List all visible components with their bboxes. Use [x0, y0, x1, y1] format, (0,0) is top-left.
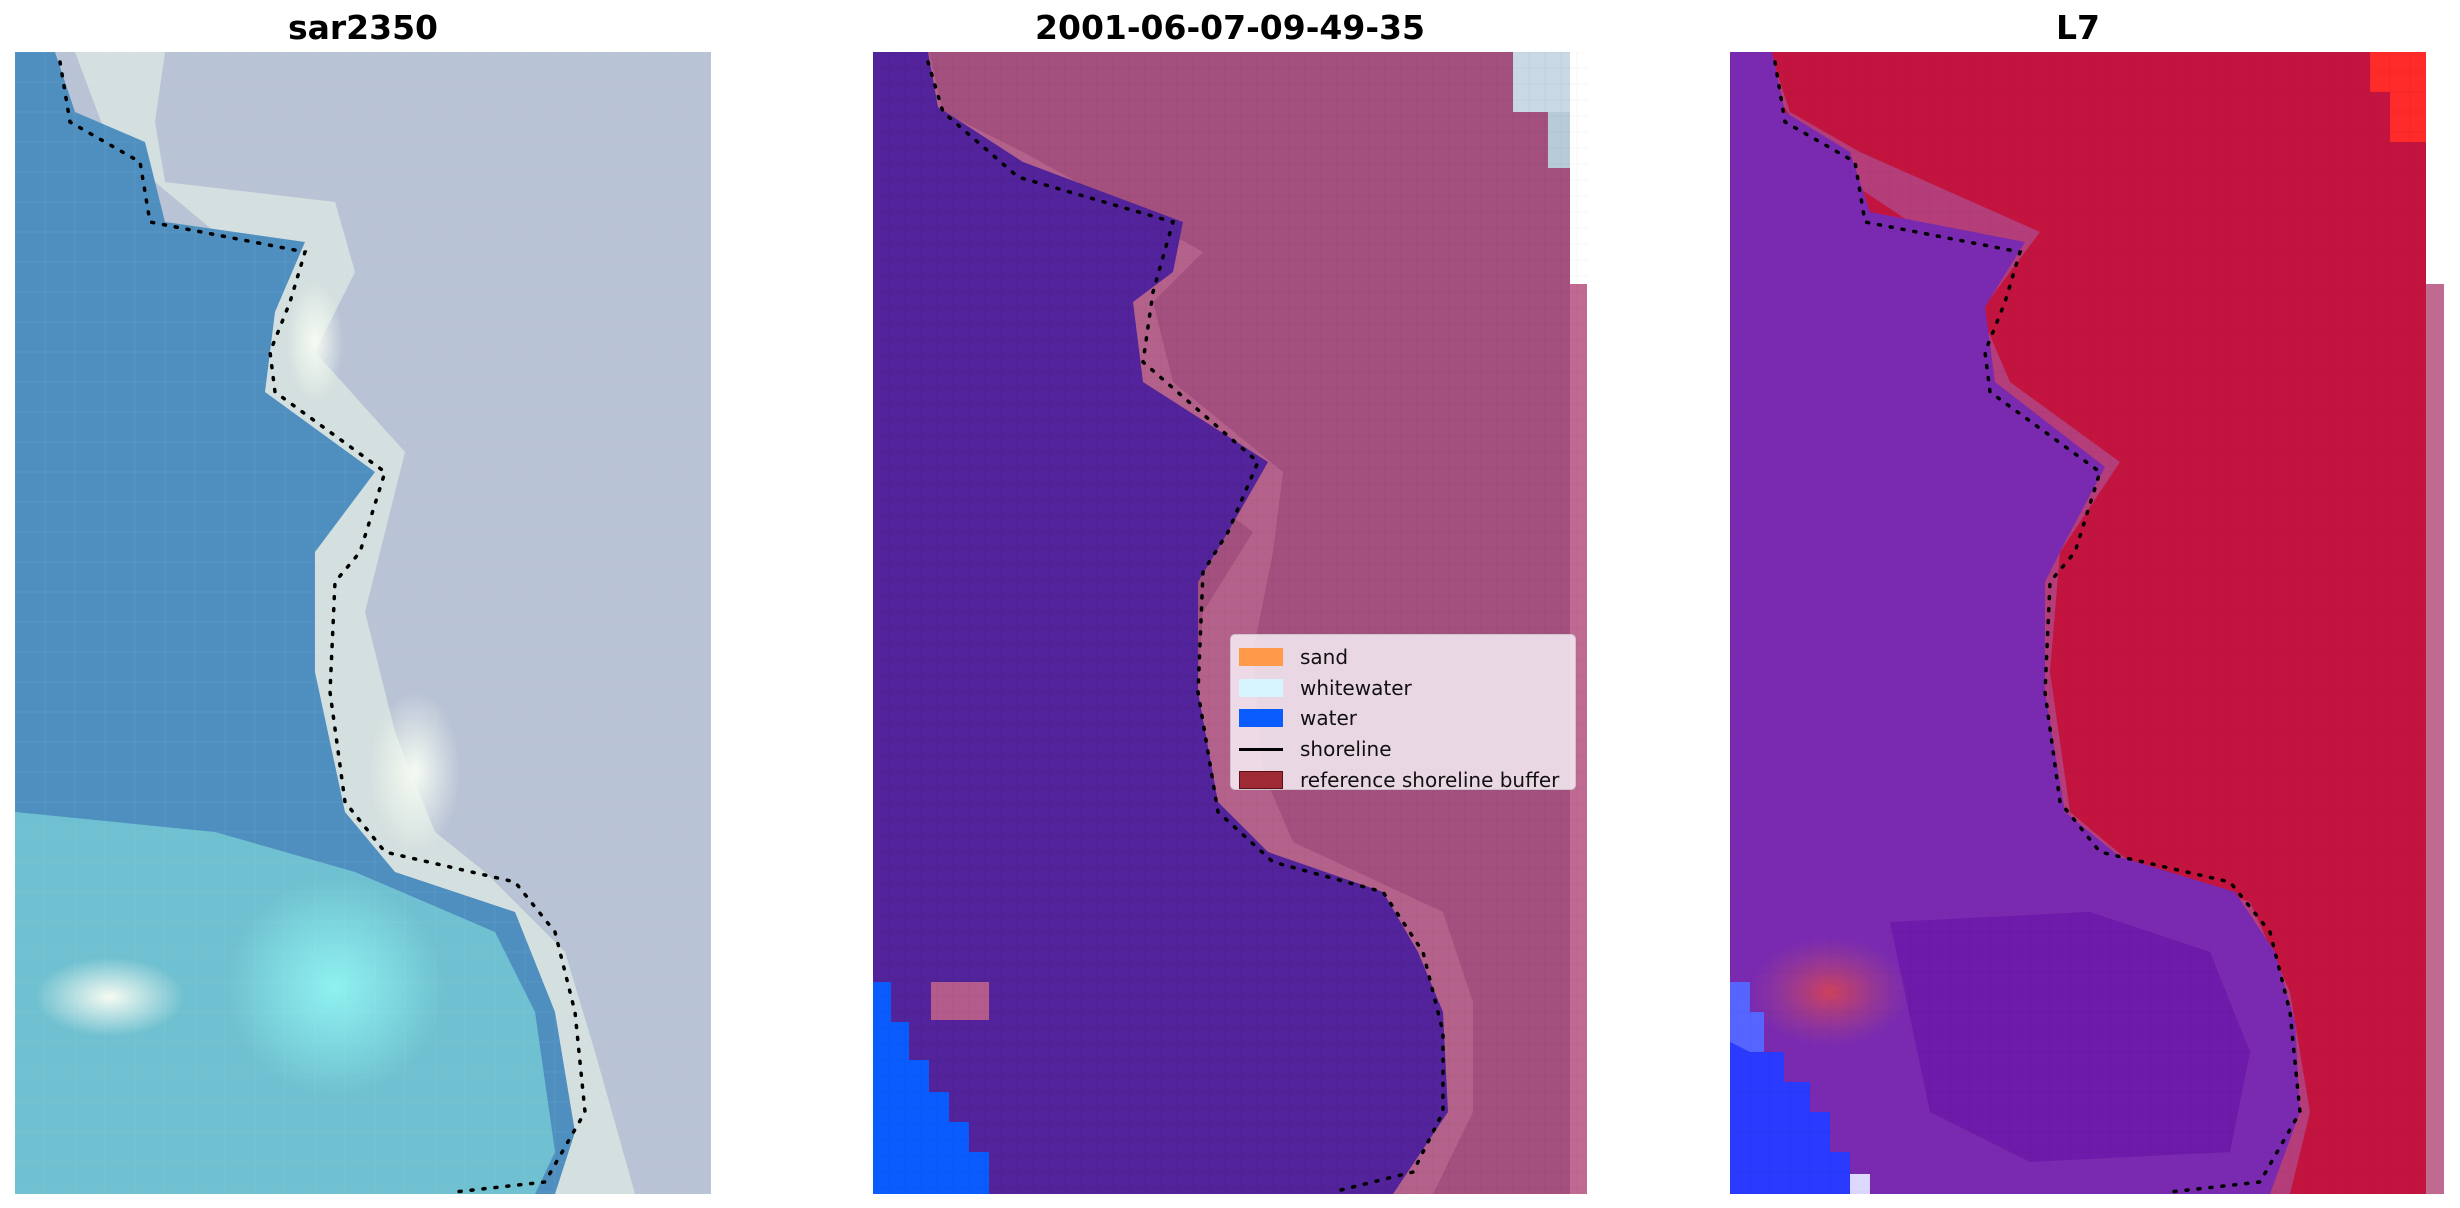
index-image-panel [1730, 52, 2426, 1194]
legend-label: shoreline [1300, 737, 1392, 762]
shoreline-dotted [58, 60, 587, 1194]
classified-image-panel [873, 52, 1587, 1194]
water-swatch [1239, 709, 1283, 728]
panel-title-rgb: sar2350 [287, 8, 439, 47]
legend-item-whitewater: whitewater [1239, 673, 1575, 704]
legend-item-water: water [1239, 703, 1575, 734]
edge-strip [2426, 284, 2444, 1194]
panel-title-index: L7 [2056, 8, 2100, 47]
legend-label: reference shoreline buffer [1300, 767, 1560, 792]
rgb-image-panel [15, 52, 711, 1194]
whitewater-swatch [1239, 678, 1283, 697]
legend-item-buffer: reference shoreline buffer [1239, 764, 1575, 795]
legend-label: whitewater [1300, 675, 1412, 700]
sand-swatch [1239, 648, 1283, 667]
legend-label: water [1300, 706, 1357, 731]
legend-item-shoreline: shoreline [1239, 734, 1575, 765]
legend-item-sand: sand [1239, 642, 1575, 673]
shoreline-swatch [1239, 747, 1283, 751]
legend: sand whitewater water shoreline referenc… [1230, 634, 1576, 792]
shoreline-dotted [1773, 60, 2302, 1194]
legend-label: sand [1300, 645, 1349, 670]
shoreline-dotted [926, 60, 1445, 1194]
buffer-swatch [1239, 770, 1283, 789]
panel-title-classified: 2001-06-07-09-49-35 [1035, 8, 1425, 47]
